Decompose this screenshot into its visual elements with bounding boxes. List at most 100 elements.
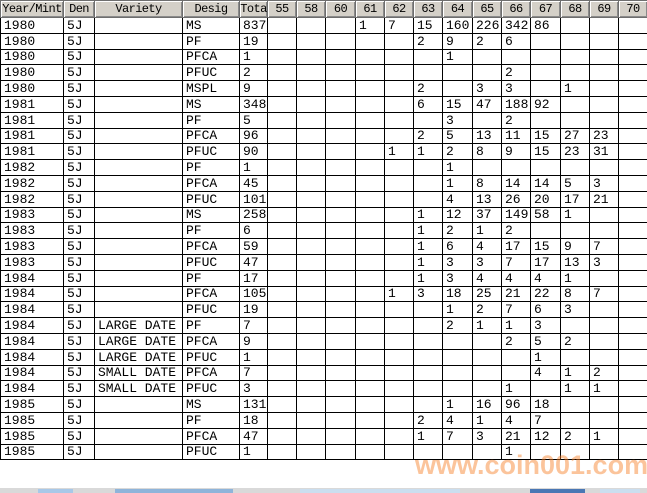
cell-grade-66[interactable]: 4 [501, 269, 531, 287]
cell-variety[interactable] [94, 190, 183, 208]
cell-grade-66[interactable]: 2 [501, 332, 531, 350]
cell-variety[interactable] [94, 411, 183, 429]
cell-variety[interactable] [94, 206, 183, 224]
cell-grade-61[interactable] [355, 317, 385, 334]
cell-grade-63[interactable] [413, 48, 443, 66]
cell-grade-69[interactable] [589, 64, 619, 82]
cell-den[interactable]: 5J [63, 190, 95, 208]
cell-grade-64[interactable] [442, 64, 473, 82]
cell-grade-55[interactable] [267, 174, 297, 192]
cell-total[interactable]: 47 [239, 253, 268, 271]
cell-grade-63[interactable]: 2 [413, 411, 443, 429]
cell-grade-61[interactable] [355, 222, 385, 240]
cell-grade-61[interactable] [355, 159, 385, 176]
cell-total[interactable]: 47 [239, 427, 268, 445]
cell-grade-62[interactable] [384, 190, 414, 208]
cell-total[interactable]: 2 [239, 64, 268, 82]
cell-year-mint[interactable]: 1983 [0, 222, 64, 240]
cell-desig[interactable]: MS [182, 17, 240, 34]
cell-grade-60[interactable] [325, 111, 356, 129]
cell-grade-55[interactable] [267, 64, 297, 82]
cell-grade-61[interactable] [355, 380, 385, 398]
cell-grade-63[interactable]: 2 [413, 32, 443, 50]
cell-grade-67[interactable]: 58 [530, 206, 561, 224]
cell-den[interactable]: 5J [63, 159, 95, 176]
cell-total[interactable]: 105 [239, 285, 268, 303]
cell-year-mint[interactable]: 1985 [0, 443, 64, 461]
cell-variety[interactable] [94, 174, 183, 192]
cell-grade-64[interactable]: 1 [442, 159, 473, 176]
cell-grade-63[interactable]: 1 [413, 253, 443, 271]
cell-grade-62[interactable] [384, 222, 414, 240]
cell-grade-63[interactable]: 1 [413, 222, 443, 240]
cell-desig[interactable]: PF [182, 159, 240, 176]
cell-variety[interactable] [94, 443, 183, 461]
cell-desig[interactable]: PFCA [182, 332, 240, 350]
cell-grade-67[interactable] [530, 48, 561, 66]
cell-grade-62[interactable] [384, 269, 414, 287]
cell-grade-68[interactable]: 2 [560, 332, 590, 350]
cell-grade-65[interactable] [472, 364, 502, 382]
cell-grade-69[interactable] [589, 17, 619, 34]
cell-grade-65[interactable]: 13 [472, 190, 502, 208]
cell-total[interactable]: 17 [239, 269, 268, 287]
cell-year-mint[interactable]: 1981 [0, 95, 64, 113]
cell-grade-66[interactable]: 11 [501, 127, 531, 145]
column-header-grade-60[interactable]: 60 [325, 0, 356, 18]
cell-grade-61[interactable] [355, 80, 385, 97]
cell-grade-63[interactable] [413, 348, 443, 366]
cell-grade-67[interactable] [530, 443, 561, 461]
cell-grade-64[interactable]: 15 [442, 95, 473, 113]
cell-grade-62[interactable] [384, 80, 414, 97]
cell-grade-63[interactable] [413, 332, 443, 350]
cell-den[interactable]: 5J [63, 17, 95, 34]
cell-variety[interactable] [94, 159, 183, 176]
cell-grade-62[interactable] [384, 348, 414, 366]
cell-grade-68[interactable] [560, 64, 590, 82]
cell-grade-62[interactable] [384, 443, 414, 461]
cell-desig[interactable]: PFCA [182, 238, 240, 255]
cell-grade-60[interactable] [325, 222, 356, 240]
cell-grade-69[interactable]: 1 [589, 427, 619, 445]
cell-grade-70[interactable] [618, 222, 647, 240]
cell-year-mint[interactable]: 1982 [0, 159, 64, 176]
cell-grade-58[interactable] [296, 443, 326, 461]
cell-grade-66[interactable]: 1 [501, 317, 531, 334]
column-header-den[interactable]: Den [63, 0, 95, 18]
cell-grade-65[interactable] [472, 48, 502, 66]
cell-grade-68[interactable]: 1 [560, 364, 590, 382]
cell-grade-67[interactable]: 20 [530, 190, 561, 208]
cell-grade-62[interactable] [384, 364, 414, 382]
cell-grade-58[interactable] [296, 269, 326, 287]
cell-year-mint[interactable]: 1981 [0, 111, 64, 129]
cell-grade-64[interactable] [442, 443, 473, 461]
cell-grade-63[interactable]: 6 [413, 95, 443, 113]
cell-grade-66[interactable]: 2 [501, 222, 531, 240]
cell-grade-60[interactable] [325, 174, 356, 192]
cell-grade-61[interactable] [355, 143, 385, 161]
cell-grade-68[interactable] [560, 111, 590, 129]
cell-grade-70[interactable] [618, 80, 647, 97]
cell-grade-66[interactable]: 188 [501, 95, 531, 113]
cell-grade-69[interactable]: 31 [589, 143, 619, 161]
cell-grade-55[interactable] [267, 396, 297, 413]
cell-grade-62[interactable] [384, 380, 414, 398]
cell-desig[interactable]: PF [182, 411, 240, 429]
cell-grade-65[interactable]: 37 [472, 206, 502, 224]
cell-grade-55[interactable] [267, 443, 297, 461]
cell-grade-69[interactable]: 2 [589, 364, 619, 382]
cell-den[interactable]: 5J [63, 332, 95, 350]
cell-grade-65[interactable]: 2 [472, 32, 502, 50]
cell-grade-67[interactable]: 22 [530, 285, 561, 303]
cell-grade-64[interactable]: 9 [442, 32, 473, 50]
cell-grade-68[interactable]: 5 [560, 174, 590, 192]
cell-grade-61[interactable] [355, 411, 385, 429]
cell-desig[interactable]: PFCA [182, 174, 240, 192]
cell-grade-61[interactable] [355, 190, 385, 208]
cell-grade-66[interactable]: 17 [501, 238, 531, 255]
cell-grade-60[interactable] [325, 396, 356, 413]
cell-grade-69[interactable] [589, 111, 619, 129]
cell-desig[interactable]: MS [182, 95, 240, 113]
cell-grade-64[interactable]: 3 [442, 269, 473, 287]
cell-grade-61[interactable] [355, 364, 385, 382]
